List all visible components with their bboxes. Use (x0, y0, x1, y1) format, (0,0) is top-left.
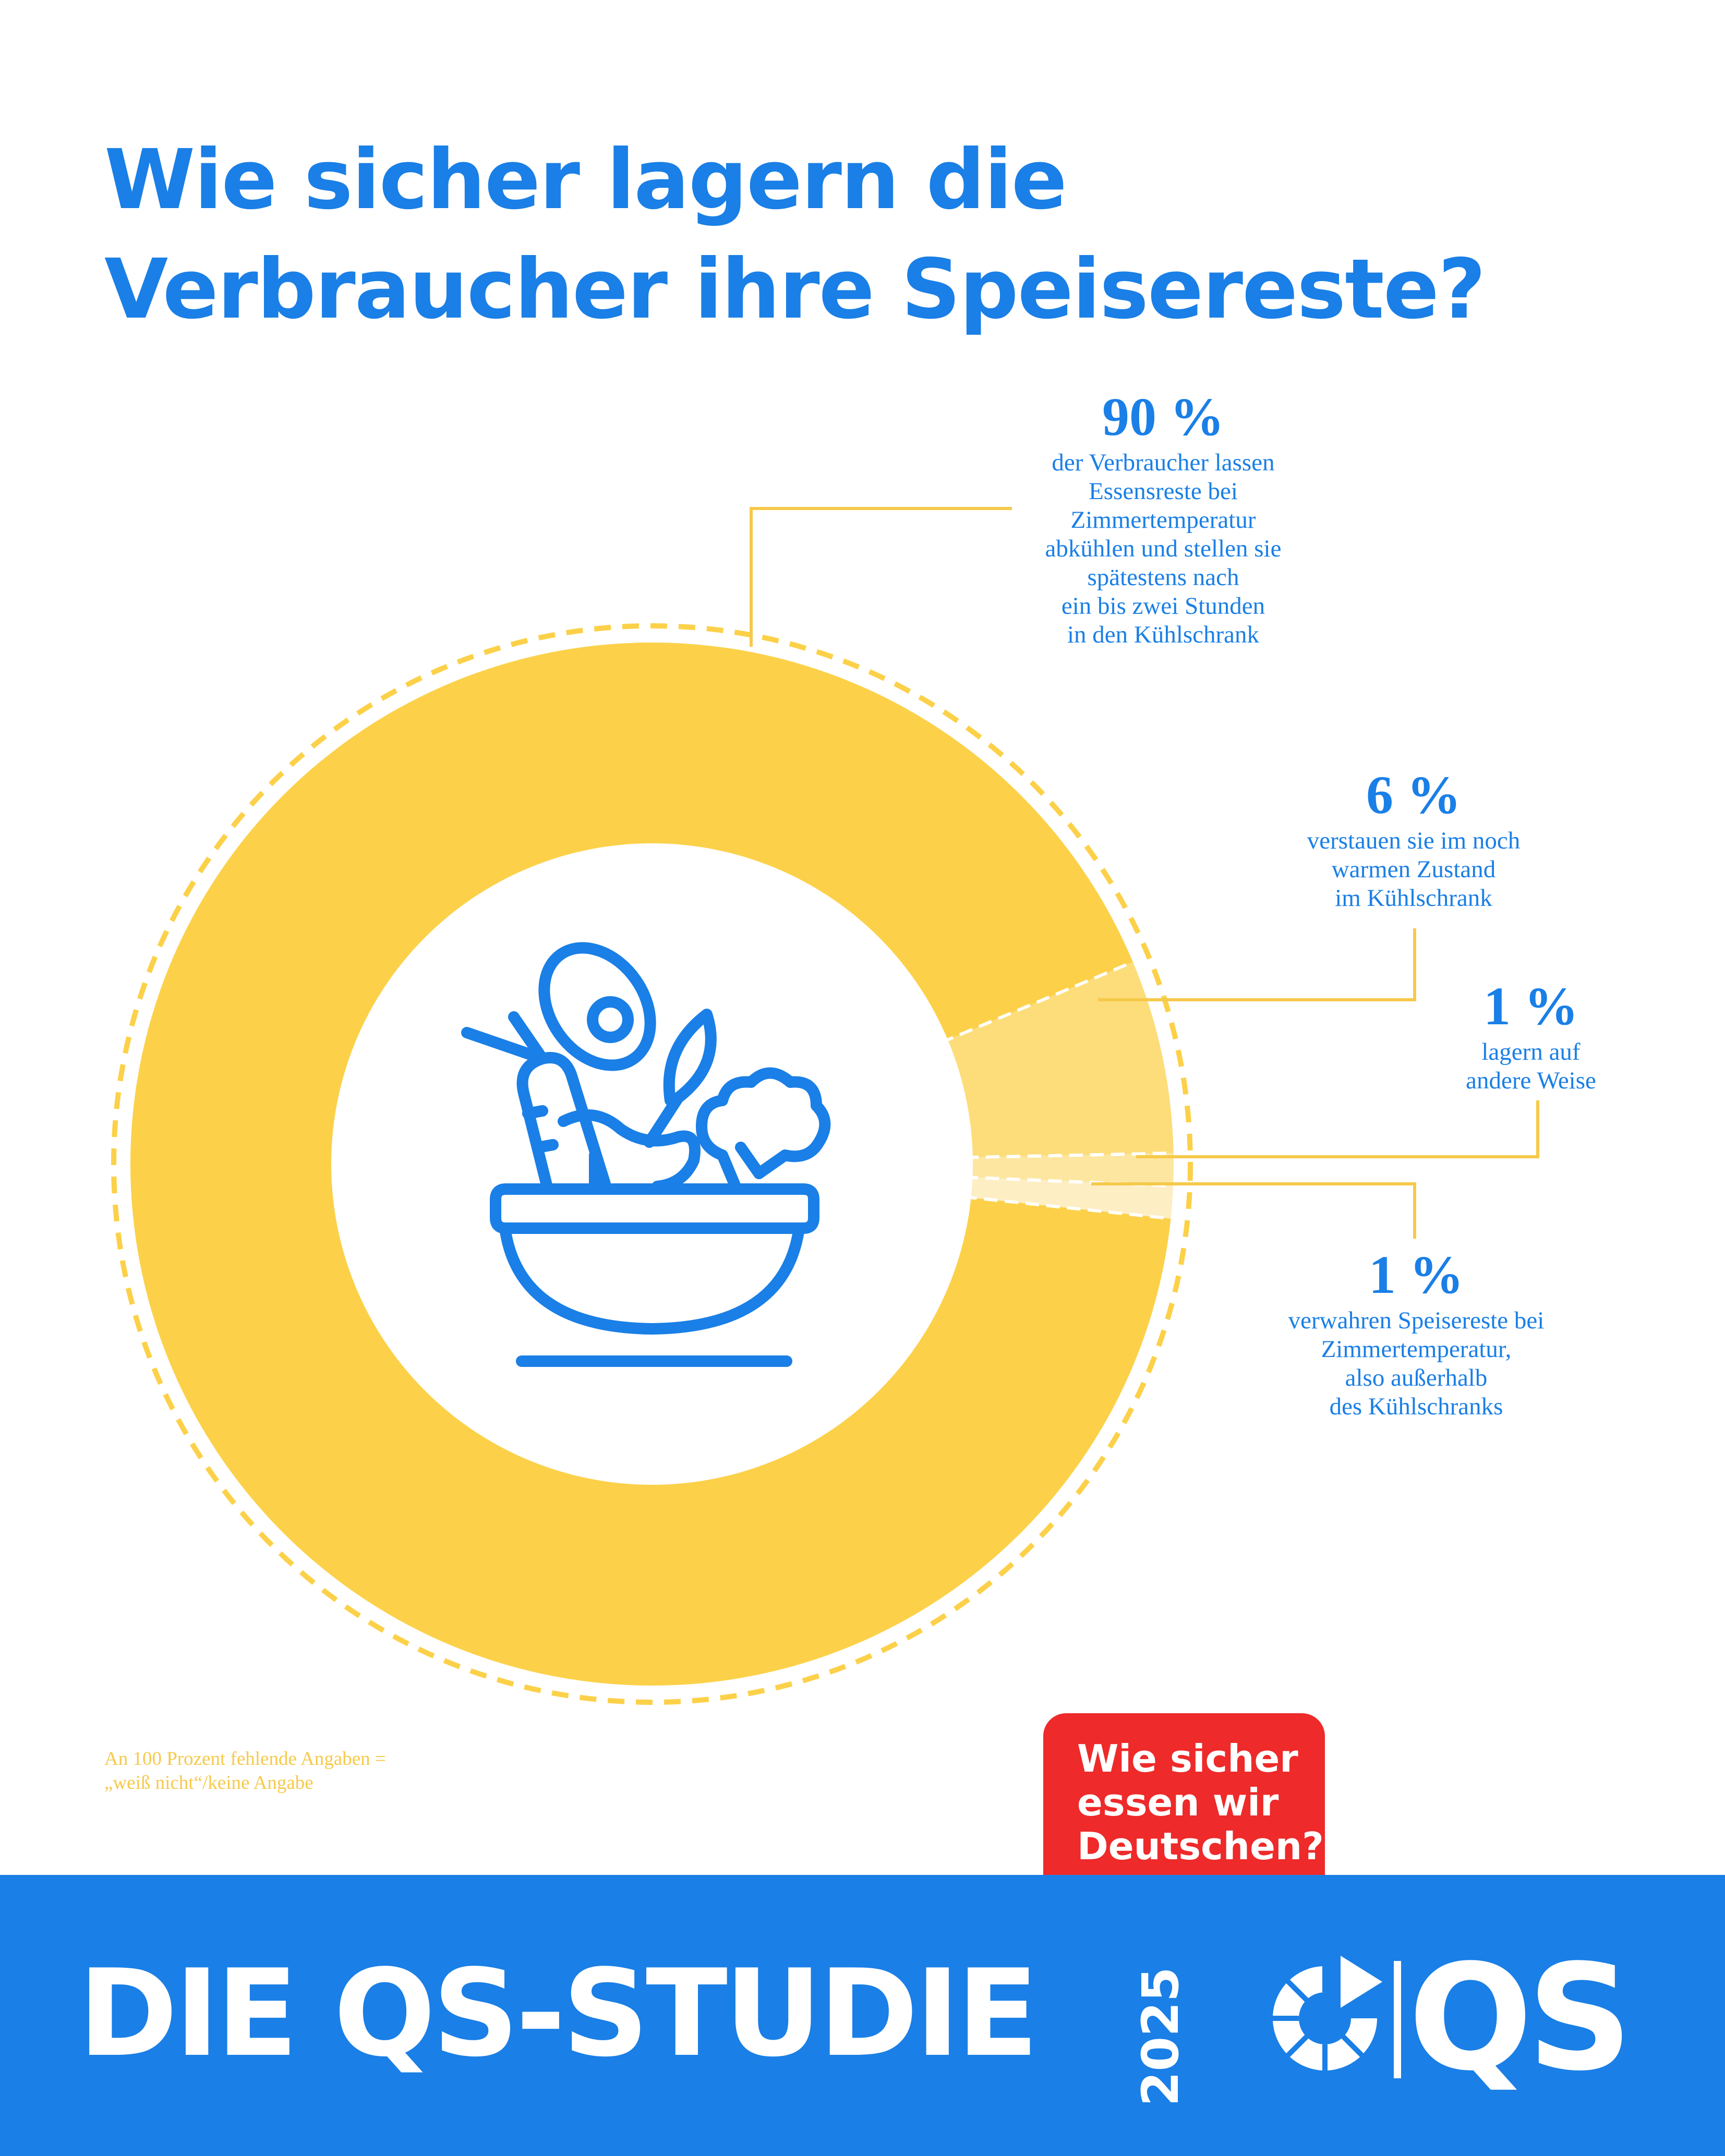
label-1b-line: verwahren Speisereste bei (1288, 1307, 1545, 1334)
outer-dashed-ring (111, 623, 1193, 1705)
label-1a-line: andere Weise (1466, 1067, 1596, 1094)
label-90-line: spätestens nach (1087, 564, 1239, 591)
speech-bubble (1043, 1713, 1325, 1875)
salad-bowl-icon (461, 942, 831, 1367)
study-year: 2025 (1131, 1967, 1190, 2106)
leader-line-6 (1098, 928, 1416, 1001)
label-1b-line: also außerhalb (1345, 1364, 1488, 1391)
logo-divider (1394, 1961, 1401, 2078)
bubble-line-3: Deutschen? (1077, 1824, 1324, 1868)
label-90-line: in den Kühlschrank (1067, 621, 1260, 648)
slice-divider (963, 1195, 1171, 1220)
label-6-line: im Kühlschrank (1335, 885, 1492, 912)
slice-divider (964, 1152, 1174, 1159)
page-title: Wie sicher lagern die Verbraucher ihre S… (104, 125, 1617, 344)
donut-slice (964, 1153, 1174, 1186)
footnote-line-2: „weiß nicht“/keine Angabe (104, 1772, 313, 1794)
title-line-2: Verbraucher ihre Speisereste? (104, 241, 1486, 337)
bubble-line-1: Wie sicher (1077, 1737, 1298, 1780)
qs-logo-text: QS (1408, 1933, 1633, 2103)
label-90-line: der Verbraucher lassen (1052, 449, 1275, 476)
leader-line-1a (1136, 1100, 1539, 1158)
slice-divider (939, 960, 1134, 1045)
label-1a-line: lagern auf (1481, 1038, 1581, 1065)
label-6-line: warmen Zustand (1331, 856, 1496, 883)
label-90-value: 90 % (1102, 387, 1224, 447)
title-line-1: Wie sicher lagern die (104, 132, 1067, 228)
label-90-line: Essensreste bei (1089, 478, 1238, 505)
donut-slice (130, 643, 1171, 1686)
footer-banner (0, 1875, 1725, 2156)
label-6-line: verstauen sie im noch (1307, 827, 1521, 854)
bubble-text: Wie sicher essen wir Deutschen? (1077, 1737, 1324, 1868)
qs-circular-arrow-icon (1273, 1956, 1382, 2070)
label-90-line: ein bis zwei Stunden (1061, 592, 1265, 620)
donut-slice (963, 1177, 1174, 1219)
label-slice-1b: 1 % verwahren Speisereste bei Zimmertemp… (1228, 1244, 1604, 1421)
label-1a-value: 1 % (1483, 976, 1578, 1036)
donut-hole (331, 843, 973, 1485)
leader-line-90 (750, 507, 1012, 647)
label-slice-6: 6 % verstauen sie im noch warmen Zustand… (1247, 764, 1581, 913)
label-6-value: 6 % (1366, 765, 1461, 825)
label-1b-line: des Kühlschranks (1329, 1393, 1503, 1420)
label-90-line: abkühlen und stellen sie (1045, 535, 1282, 562)
leader-line-1b (1091, 1182, 1416, 1239)
footnote-line-1: An 100 Prozent fehlende Angaben = (104, 1748, 386, 1770)
footnote: An 100 Prozent fehlende Angaben = „weiß … (104, 1747, 522, 1795)
label-1b-line: Zimmertemperatur, (1321, 1336, 1512, 1363)
donut-slice (940, 962, 1174, 1158)
donut-slices (130, 643, 1174, 1686)
study-title: DIE QS-STUDIE (78, 1944, 1039, 2084)
label-90-line: Zimmertemperatur (1070, 506, 1256, 534)
label-slice-1a: 1 % lagern auf andere Weise (1419, 975, 1643, 1095)
donut-chart (111, 507, 1539, 1875)
bubble-line-2: essen wir (1077, 1780, 1279, 1824)
label-1b-value: 1 % (1369, 1245, 1464, 1305)
label-slice-90: 90 % der Verbraucher lassen Essensreste … (981, 386, 1346, 649)
